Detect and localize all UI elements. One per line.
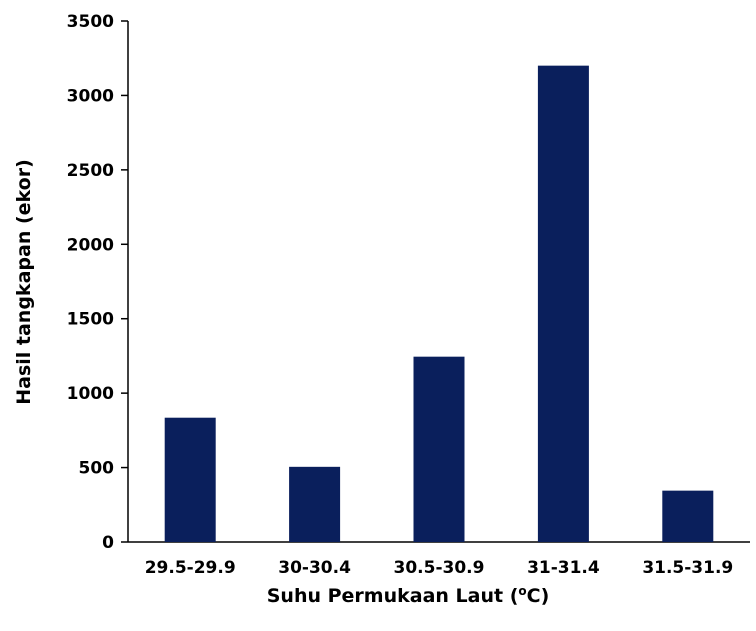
y-tick-label: 3500	[67, 12, 114, 32]
bar	[413, 356, 465, 542]
y-axis-title: Hasil tangkapan (ekor)	[13, 159, 35, 405]
x-axis-title-tail: C)	[527, 585, 550, 607]
bar	[289, 466, 341, 542]
y-tick-label: 2500	[67, 161, 114, 181]
y-tick-label: 1500	[67, 310, 114, 330]
y-tick-label: 0	[102, 533, 114, 553]
y-tick-label: 2000	[67, 235, 114, 255]
x-axis-title: Suhu Permukaan Laut (oC)	[267, 584, 550, 607]
x-tick-label: 31.5-31.9	[642, 558, 733, 578]
bars	[164, 65, 714, 543]
x-axis-title-main: Suhu Permukaan Laut (	[267, 585, 519, 607]
x-tick-label: 29.5-29.9	[145, 558, 236, 578]
bar	[662, 490, 714, 542]
y-tick-label: 500	[79, 459, 115, 479]
x-tick-label: 31-31.4	[527, 558, 600, 578]
y-axis: 0 500 1000 1500 2000 2500 3000 3500	[67, 12, 129, 553]
y-tick-label: 1000	[67, 384, 114, 404]
x-axis-title-superscript: o	[518, 584, 526, 598]
y-tick-label: 3000	[67, 86, 114, 106]
x-axis: 29.5-29.9 30-30.4 30.5-30.9 31-31.4 31.5-31.…	[128, 541, 750, 578]
bar	[164, 417, 216, 542]
x-tick-label: 30-30.4	[278, 558, 351, 578]
bar	[537, 65, 589, 543]
x-tick-label: 30.5-30.9	[394, 558, 485, 578]
